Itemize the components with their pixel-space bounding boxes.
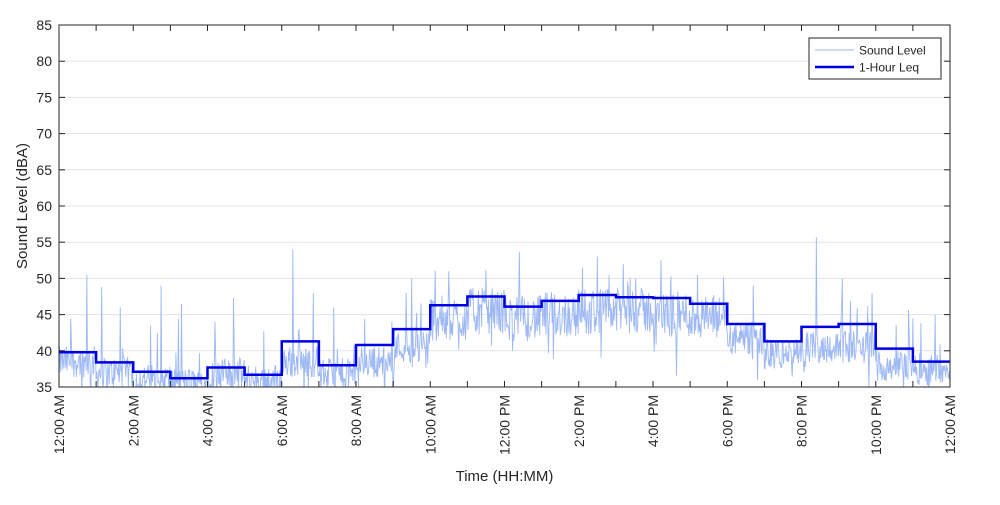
x-tick-label: 2:00 PM xyxy=(571,395,587,447)
x-axis-label: Time (HH:MM) xyxy=(456,468,554,485)
x-tick-label: 12:00 AM xyxy=(942,395,958,454)
x-tick-label: 6:00 PM xyxy=(719,395,735,447)
y-tick-label: 50 xyxy=(36,270,52,286)
y-tick-label: 85 xyxy=(36,17,52,33)
legend-box xyxy=(808,37,942,80)
axis-ticks: 35 40 45 50 55 60 65 70 75 80 85 12:00 AM 2:00 AM 4:0… xyxy=(36,17,958,455)
x-tick-label: 6:00 AM xyxy=(274,395,290,446)
x-tick-label: 4:00 PM xyxy=(645,395,661,447)
y-tick-label: 65 xyxy=(36,162,52,178)
x-tick-label: 8:00 PM xyxy=(794,395,810,447)
legend: Sound Level 1-Hour Leq xyxy=(808,37,942,80)
y-tick-label: 55 xyxy=(36,234,52,250)
x-tick-label: 8:00 AM xyxy=(348,395,364,446)
x-tick-label: 10:00 PM xyxy=(868,395,884,455)
y-axis-label: Sound Level (dBA) xyxy=(14,143,31,269)
x-tick-label: 10:00 AM xyxy=(422,395,438,454)
y-tick-label: 35 xyxy=(36,379,52,395)
y-tick-label: 40 xyxy=(36,343,52,359)
legend-label: 1-Hour Leq xyxy=(859,61,919,75)
x-tick-label: 2:00 AM xyxy=(125,395,141,446)
y-tick-label: 45 xyxy=(36,307,52,323)
y-tick-label: 75 xyxy=(36,89,52,105)
y-tick-label: 80 xyxy=(36,53,52,69)
y-tick-label: 70 xyxy=(36,126,52,142)
leq-step-line xyxy=(59,293,950,380)
y-tick-label: 60 xyxy=(36,198,52,214)
x-tick-label: 12:00 AM xyxy=(51,395,67,454)
legend-label: Sound Level xyxy=(859,44,926,58)
x-tick-label: 12:00 PM xyxy=(497,395,513,455)
x-tick-label: 4:00 AM xyxy=(200,395,216,446)
data-area xyxy=(59,237,950,387)
